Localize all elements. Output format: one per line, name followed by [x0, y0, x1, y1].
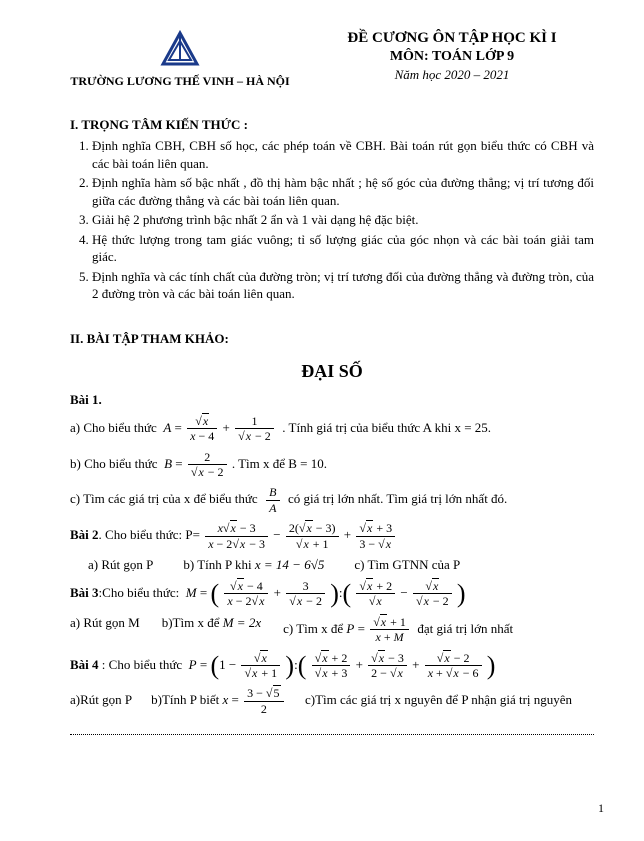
page-number: 1 [598, 801, 604, 816]
knowledge-item: Hệ thức lượng trong tam giác vuông; tỉ s… [92, 231, 594, 266]
bai3-parts: a) Rút gọn M b)Tìm x để M = 2x c) Tìm x … [70, 615, 594, 645]
school-logo-icon [160, 30, 200, 70]
header: TRƯỜNG LƯƠNG THẾ VINH – HÀ NỘI ĐỀ CƯƠNG … [70, 30, 594, 89]
bai2-label: Bài 2 [70, 527, 99, 542]
bai4: Bài 4 : Cho biểu thức P = (1 − xx + 1 ):… [70, 651, 594, 681]
big-heading: ĐẠI SỐ [70, 361, 594, 382]
fraction: x + 2x + 3 [312, 651, 351, 681]
text: : Cho biểu thức [99, 656, 183, 671]
footer-divider [70, 734, 594, 735]
fraction: x − 2x + x − 6 [425, 651, 482, 681]
fraction: x + 33 − x [356, 521, 395, 551]
bai4-parts: a)Rút gọn P b)Tính P biết x = 3 − 52 c)T… [70, 686, 594, 716]
title-block: ĐỀ CƯƠNG ÔN TẬP HỌC KÌ I MÔN: TOÁN LỚP 9… [310, 30, 594, 83]
fraction: 1x − 2 [235, 414, 274, 444]
bai3-label: Bài 3 [70, 585, 99, 600]
part-b: b)Tìm x để M = 2x [162, 615, 261, 645]
school-year: Năm học 2020 – 2021 [310, 67, 594, 83]
fraction: BA [266, 485, 279, 515]
knowledge-item: Định nghĩa CBH, CBH số học, các phép toá… [92, 137, 594, 172]
part-c: c) Tìm GTNN của P [354, 557, 460, 573]
part-b: b)Tính P biết x = 3 − 52 [151, 692, 289, 707]
part-c: c)Tìm các giá trị x nguyên để P nhận giá… [305, 692, 572, 707]
fraction: x + 1x + M [370, 615, 409, 645]
knowledge-list: Định nghĩa CBH, CBH số học, các phép toá… [92, 137, 594, 303]
fraction: x − 4x − 2x [224, 579, 268, 609]
text: c) Tìm các giá trị của x để biểu thức [70, 491, 258, 506]
text: . Cho biểu thức: P= [99, 527, 200, 542]
part-a: a)Rút gọn P [70, 692, 132, 707]
text: a) Cho biểu thức [70, 420, 157, 435]
bai2-parts: a) Rút gọn P b) Tính P khi x = 14 − 6√5 … [88, 557, 594, 573]
fraction: xx + 1 [241, 651, 280, 681]
text: có giá trị lớn nhất. Tìm giá trị lớn nhấ… [288, 491, 507, 506]
fraction: x + 2x [356, 579, 395, 609]
section-2-heading: II. BÀI TẬP THAM KHẢO: [70, 331, 594, 347]
part-b: b) Tính P khi x = 14 − 6√5 [183, 557, 324, 573]
knowledge-item: Giải hệ 2 phương trình bậc nhất 2 ẩn và … [92, 211, 594, 229]
school-name: TRƯỜNG LƯƠNG THẾ VINH – HÀ NỘI [70, 74, 290, 89]
section-1-heading: I. TRỌNG TÂM KIẾN THỨC : [70, 117, 594, 133]
text: b) Cho biểu thức [70, 456, 158, 471]
bai1-b: b) Cho biểu thức B = 2x − 2 . Tìm x để B… [70, 450, 594, 480]
part-a: a) Rút gọn P [88, 557, 153, 573]
bai1-c: c) Tìm các giá trị của x để biểu thức BA… [70, 485, 594, 515]
fraction: xx − 2 [413, 579, 452, 609]
main-title: ĐỀ CƯƠNG ÔN TẬP HỌC KÌ I [310, 30, 594, 47]
bai2: Bài 2. Cho biểu thức: P= xx − 3x − 2x − … [70, 521, 594, 551]
fraction: 3x − 2 [286, 579, 325, 609]
fraction: 2(x − 3)x + 1 [286, 521, 339, 551]
fraction: 3 − 52 [244, 686, 283, 716]
bai1-label: Bài 1. [70, 392, 594, 408]
knowledge-item: Định nghĩa và các tính chất của đường tr… [92, 268, 594, 303]
fraction: x − 32 − x [368, 651, 407, 681]
fraction: xx − 4 [187, 414, 217, 444]
page: TRƯỜNG LƯƠNG THẾ VINH – HÀ NỘI ĐỀ CƯƠNG … [0, 0, 644, 830]
bai4-label: Bài 4 [70, 656, 99, 671]
text: :Cho biểu thức: [99, 585, 180, 600]
fraction: 2x − 2 [188, 450, 227, 480]
part-c: c) Tìm x để P = x + 1x + M đạt giá trị l… [283, 615, 513, 645]
bai1-a: a) Cho biểu thức A = xx − 4 + 1x − 2 . T… [70, 414, 594, 444]
text: . Tìm x để B = 10. [232, 456, 327, 471]
bai3: Bài 3:Cho biểu thức: M = ( x − 4x − 2x +… [70, 579, 594, 609]
part-a: a) Rút gọn M [70, 615, 140, 645]
text: . Tính giá trị của biểu thức A khi x = 2… [282, 420, 491, 435]
fraction: xx − 3x − 2x − 3 [205, 521, 268, 551]
knowledge-item: Định nghĩa hàm số bậc nhất , đồ thị hàm … [92, 174, 594, 209]
school-block: TRƯỜNG LƯƠNG THẾ VINH – HÀ NỘI [70, 30, 290, 89]
subject: MÔN: TOÁN LỚP 9 [310, 49, 594, 65]
